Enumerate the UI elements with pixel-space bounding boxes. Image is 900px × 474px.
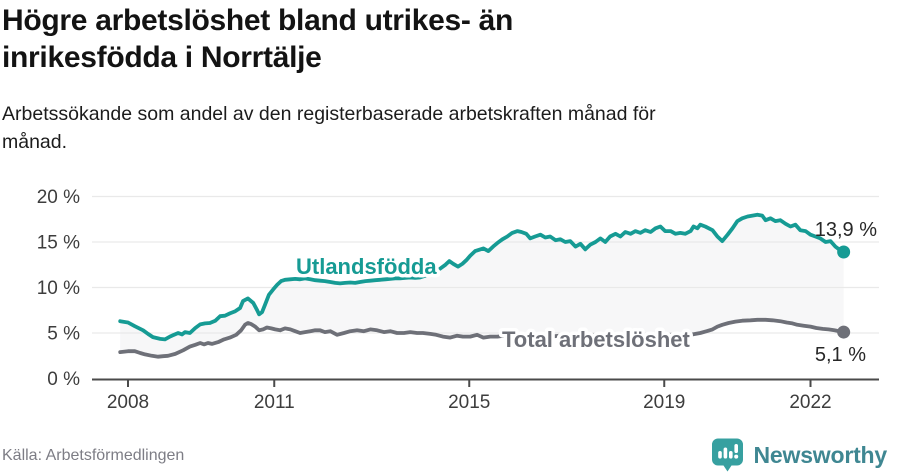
- logo-exclamation-dot: [733, 454, 738, 459]
- gridlines: [92, 195, 879, 334]
- end-value-label-utlandsfodda: 13,9 %: [815, 219, 877, 241]
- y-tick-label: 5 %: [47, 324, 80, 345]
- newsworthy-logo[interactable]: Newsworthy: [711, 437, 887, 473]
- newsworthy-logo-icon: [711, 438, 743, 471]
- source-caption: Källa: Arbetsförmedlingen: [2, 447, 185, 464]
- title-line-2: inrikesfödda i Norrtälje: [2, 41, 322, 74]
- series-label-utlandsfodda: Utlandsfödda: [296, 254, 437, 279]
- end-dot-utlandsfodda: [837, 245, 851, 259]
- series-end-value-labels: 13,9 % 5,1 %: [815, 219, 877, 366]
- x-tick-label: 2015: [448, 392, 490, 413]
- logo-bar-1: [717, 450, 722, 458]
- logo-bar-2: [723, 447, 727, 458]
- y-tick-label: 15 %: [37, 233, 80, 254]
- logo-bubble-shape: [711, 438, 743, 471]
- x-tick-label: 2019: [643, 392, 685, 413]
- series-label-total: Total arbetslöshet: [502, 327, 691, 352]
- x-tick-label: 2011: [254, 392, 295, 413]
- newsworthy-logo-text: Newsworthy: [753, 441, 888, 468]
- series-lines: [118, 212, 846, 359]
- y-tick-label: 10 %: [37, 278, 80, 299]
- logo-bar-3: [728, 450, 733, 458]
- series-line-total: [118, 317, 846, 359]
- logo-exclamation-bar: [733, 443, 738, 453]
- title-line-1: Högre arbetslöshet bland utrikes- än: [2, 4, 513, 37]
- band-fill: [120, 214, 844, 357]
- page-subtitle: Arbetssökande som andel av den registerb…: [2, 100, 842, 156]
- y-tick-label: 0 %: [47, 369, 80, 390]
- page-title: Högre arbetslöshet bland utrikes- än inri…: [2, 2, 742, 76]
- end-dot-total: [837, 325, 851, 339]
- subtitle-line-2: månad.: [2, 131, 68, 153]
- series-end-dots: [837, 245, 851, 339]
- end-value-label-total: 5,1 %: [815, 344, 866, 366]
- y-axis-tick-labels: 0 % 5 % 10 % 15 % 20 %: [37, 187, 80, 390]
- series-line-utlandsfodda: [118, 212, 846, 342]
- x-axis: 2008 2011 2015 2019 2022: [92, 378, 879, 413]
- x-tick-label: 2022: [789, 392, 831, 413]
- x-tick-label: 2008: [107, 392, 149, 413]
- y-tick-label: 20 %: [37, 187, 80, 208]
- subtitle-line-1: Arbetssökande som andel av den registerb…: [2, 103, 656, 125]
- series-name-labels: Utlandsfödda Total arbetslöshet: [293, 251, 695, 356]
- band-fill-between-lines: [120, 214, 844, 357]
